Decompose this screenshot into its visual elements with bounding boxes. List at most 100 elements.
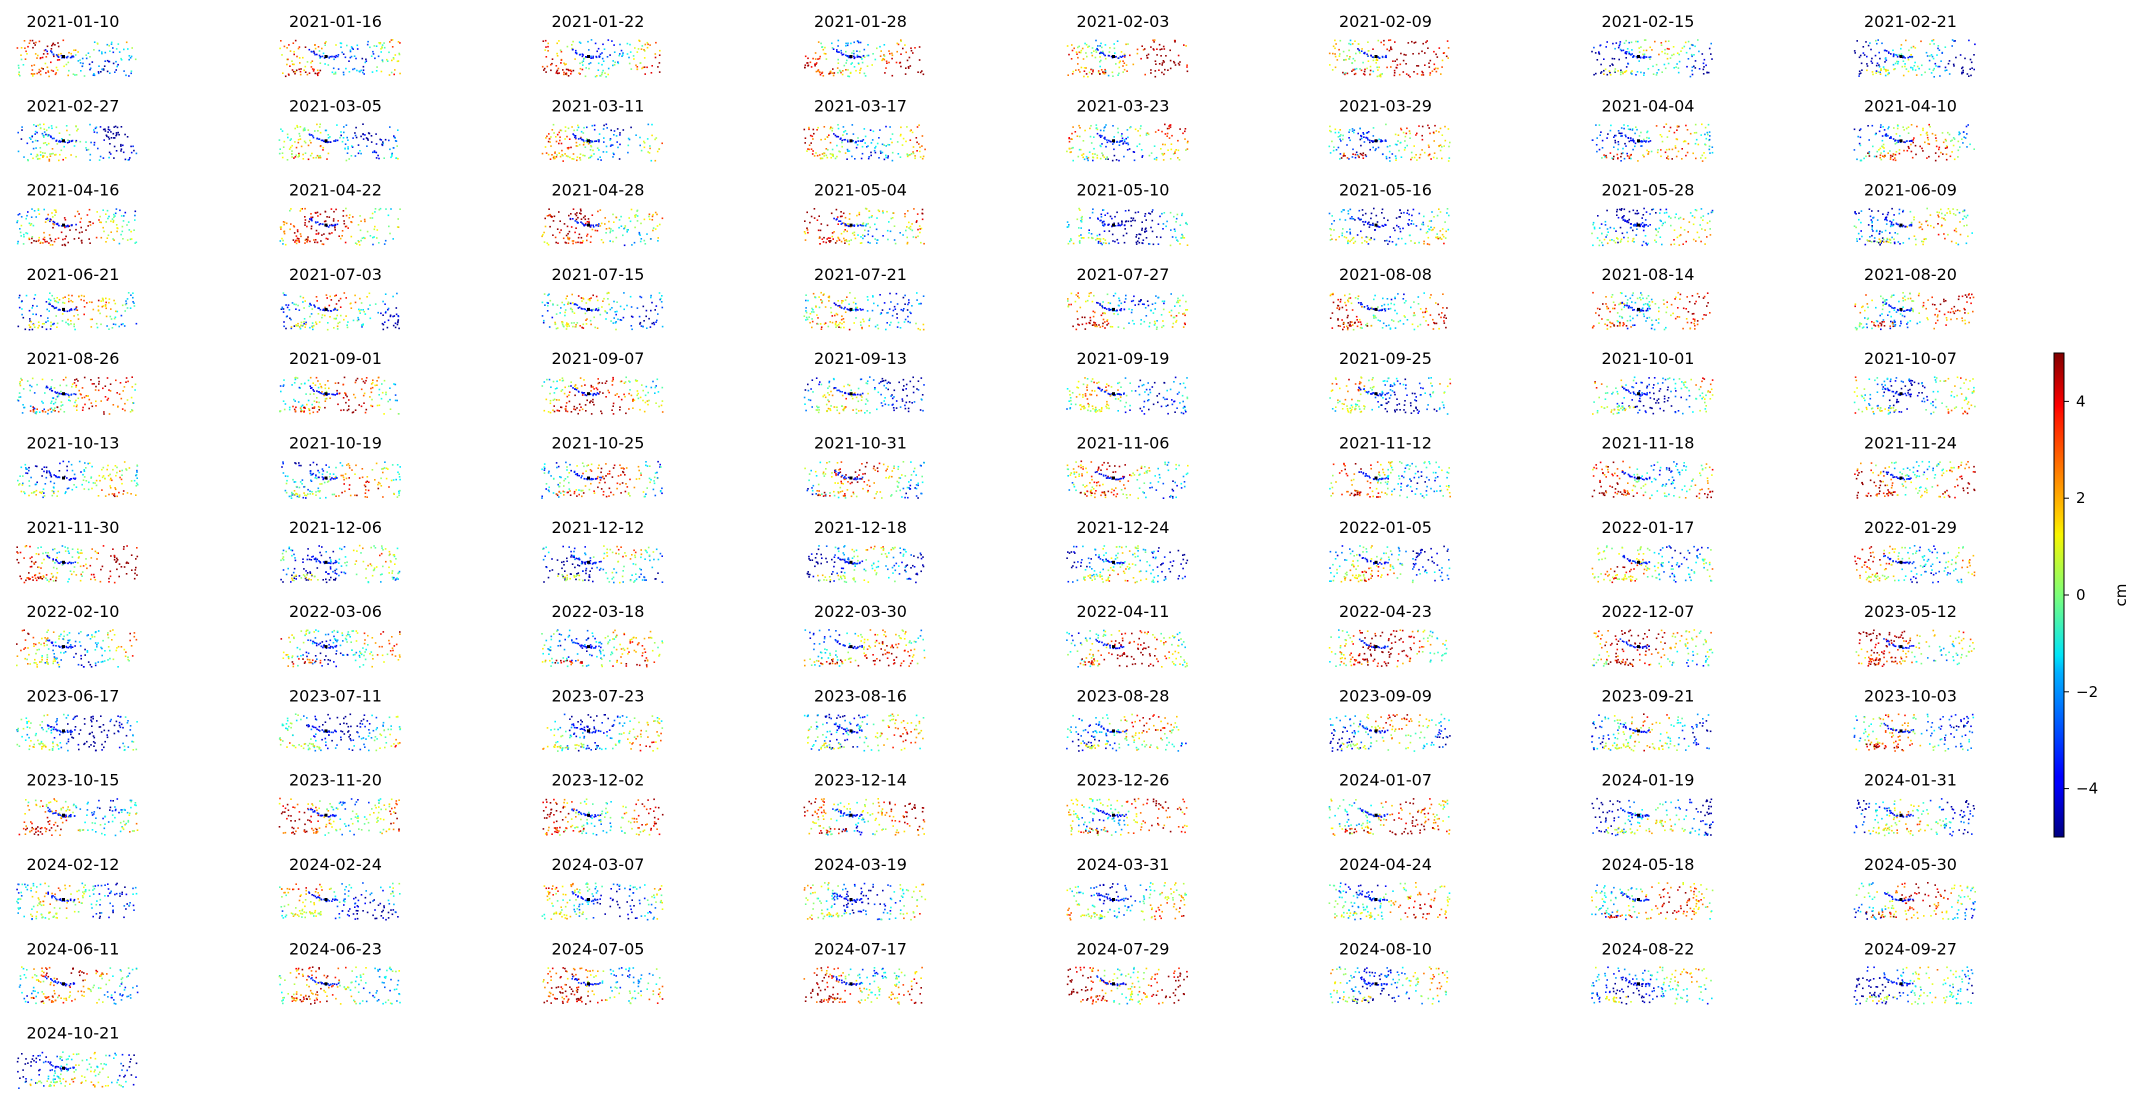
data-point xyxy=(1098,242,1100,244)
data-point xyxy=(579,212,581,214)
panel-grid: 2021-01-10 2021-01-16 2021-01-22 2021-01-28… xyxy=(16,12,1976,1089)
data-point xyxy=(365,62,367,64)
data-point xyxy=(1889,232,1891,234)
data-point xyxy=(1436,130,1438,132)
data-point xyxy=(70,300,72,302)
data-point xyxy=(115,69,117,71)
data-point xyxy=(1939,66,1941,68)
data-point xyxy=(1958,150,1960,152)
data-point xyxy=(1871,225,1873,227)
data-point xyxy=(865,75,867,77)
data-point xyxy=(279,48,281,50)
data-point xyxy=(1399,74,1401,76)
data-point xyxy=(313,137,315,139)
data-point xyxy=(1912,67,1914,69)
data-point xyxy=(300,236,302,238)
data-point xyxy=(1352,43,1354,45)
data-point xyxy=(326,130,328,132)
data-point xyxy=(841,223,843,225)
data-point xyxy=(1701,228,1703,230)
data-point xyxy=(21,216,23,218)
data-point xyxy=(1971,62,1973,64)
data-point xyxy=(1908,238,1910,240)
data-point xyxy=(101,51,103,53)
data-point xyxy=(1595,52,1597,54)
data-point xyxy=(88,149,90,151)
data-point xyxy=(110,231,112,233)
data-point xyxy=(390,157,392,159)
data-point xyxy=(1605,224,1607,226)
data-point xyxy=(1599,245,1601,247)
data-point xyxy=(102,69,104,71)
data-point xyxy=(1858,219,1860,221)
data-point xyxy=(613,44,615,46)
data-point xyxy=(1966,133,1968,135)
data-point xyxy=(21,129,23,131)
data-point xyxy=(115,213,117,215)
data-point xyxy=(1373,127,1375,129)
data-point xyxy=(1860,55,1862,57)
data-point xyxy=(391,153,393,155)
data-point xyxy=(1597,237,1599,239)
data-point xyxy=(1411,220,1413,222)
data-point xyxy=(585,67,587,69)
data-point xyxy=(592,150,594,152)
data-point xyxy=(1632,230,1634,232)
data-point xyxy=(1357,48,1359,50)
data-point xyxy=(62,320,64,322)
data-point xyxy=(1940,209,1942,211)
data-point xyxy=(1866,70,1868,72)
data-point xyxy=(1620,156,1622,158)
data-point xyxy=(1883,239,1885,241)
data-point xyxy=(1607,228,1609,230)
data-point xyxy=(1185,128,1187,130)
data-point xyxy=(1378,40,1380,42)
data-point xyxy=(374,58,376,60)
data-point xyxy=(51,70,53,72)
data-point xyxy=(45,134,47,136)
data-point xyxy=(1667,48,1669,50)
data-point xyxy=(384,321,386,323)
data-point xyxy=(1673,67,1675,69)
data-point xyxy=(1394,60,1396,62)
data-point xyxy=(859,56,861,58)
data-point xyxy=(884,72,886,74)
data-point xyxy=(1967,215,1969,217)
data-point xyxy=(1606,210,1608,212)
data-point xyxy=(1425,42,1427,44)
data-point xyxy=(315,222,317,224)
data-point xyxy=(1389,145,1391,147)
data-point xyxy=(1078,125,1080,127)
data-point xyxy=(127,298,129,300)
data-point xyxy=(568,75,570,77)
data-point xyxy=(556,53,558,55)
data-point xyxy=(130,294,132,296)
data-point xyxy=(871,142,873,144)
data-point xyxy=(317,215,319,217)
data-point xyxy=(644,240,646,242)
data-point xyxy=(357,45,359,47)
data-point xyxy=(581,139,583,141)
data-point xyxy=(84,306,86,308)
data-point xyxy=(360,220,362,222)
data-point xyxy=(291,150,293,152)
data-point xyxy=(97,43,99,45)
data-point xyxy=(293,225,295,227)
data-point xyxy=(307,236,309,238)
data-point xyxy=(1619,45,1621,47)
data-point xyxy=(380,313,382,315)
data-point xyxy=(20,235,22,237)
data-point xyxy=(50,328,52,330)
data-point xyxy=(1693,239,1695,241)
data-point xyxy=(1088,229,1090,231)
data-point xyxy=(1150,46,1152,48)
data-point xyxy=(323,53,325,55)
data-point xyxy=(1339,139,1341,141)
data-point xyxy=(300,138,302,140)
data-point xyxy=(862,234,864,236)
data-point xyxy=(60,141,62,143)
data-point xyxy=(1926,52,1928,54)
data-point xyxy=(1398,226,1400,228)
data-point xyxy=(1392,153,1394,155)
data-point xyxy=(567,156,569,158)
